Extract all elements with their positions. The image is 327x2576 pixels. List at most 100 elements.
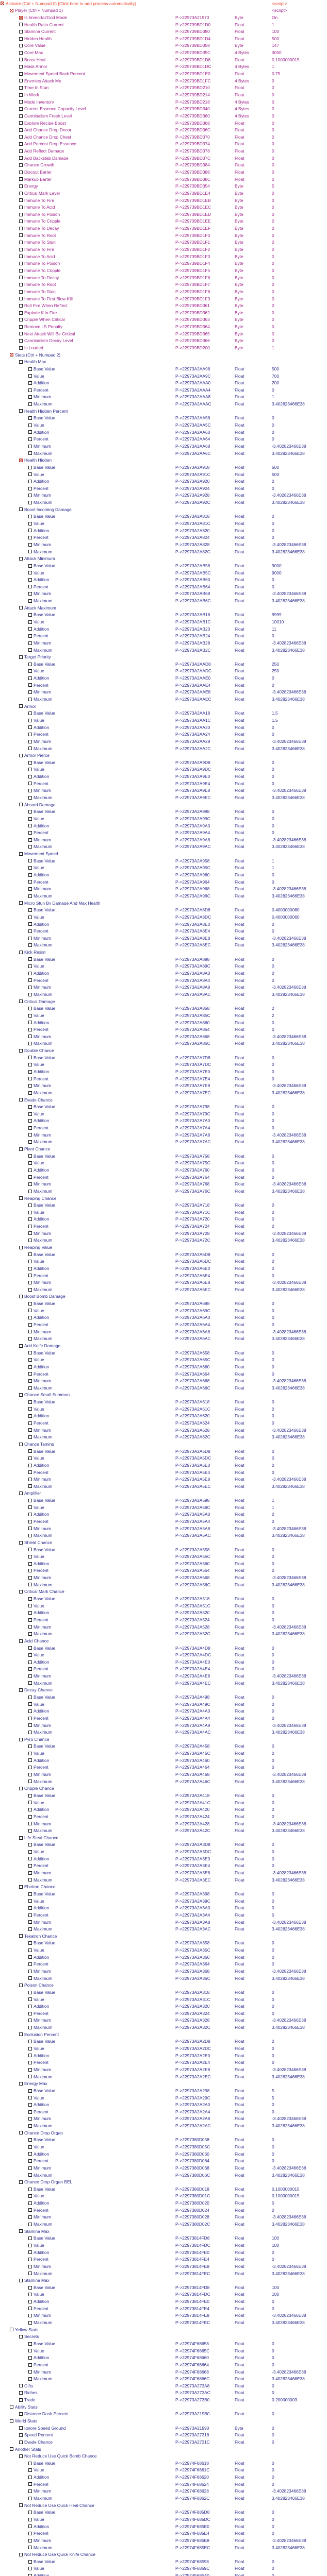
entry-value[interactable]: 0 xyxy=(272,1224,274,1229)
checkbox-unchecked[interactable] xyxy=(28,915,32,919)
cheat-entry-row[interactable]: Minimum P->22973A2A528 Float -3.402823466E3… xyxy=(0,1623,327,1631)
checkbox-unchecked[interactable] xyxy=(28,760,32,765)
checkbox-unchecked[interactable] xyxy=(19,2391,23,2395)
entry-value[interactable]: 0 xyxy=(272,1694,274,1700)
checkbox-unchecked[interactable] xyxy=(28,1133,32,1137)
entry-value[interactable]: 0 xyxy=(272,2249,274,2255)
cheat-entry-row[interactable]: Stats (Ctrl + Numpad 2) xyxy=(0,351,327,359)
entry-value[interactable]: 0 xyxy=(272,1905,274,1911)
checkbox-unchecked[interactable] xyxy=(28,1316,32,1320)
entry-value[interactable]: -3.402823466E38 xyxy=(272,738,306,744)
cheat-entry-row[interactable]: Maximum P->22973814FEC Float 3.402823466E38 xyxy=(0,2319,327,2326)
cheat-entry-row[interactable]: Base Value P->2297380D018 Float 0.100000001… xyxy=(0,2185,327,2193)
cheat-entry-row[interactable]: Base Value P->22973A2AA98 Float 500 xyxy=(0,365,327,372)
entry-value[interactable]: 0 xyxy=(272,879,274,885)
cheat-entry-row[interactable]: Addition P->22973A2A7A0 Float 0 xyxy=(0,1117,327,1125)
entry-value[interactable]: 0 xyxy=(272,759,274,765)
cheat-entry-row[interactable]: Maximum P->22973A2A82C Float 3.402823466E38 xyxy=(0,548,327,555)
checkbox-unchecked[interactable] xyxy=(28,1730,32,1734)
cheat-entry-row[interactable]: Value P->22973A2A7DC Float 0 xyxy=(0,1061,327,1069)
entry-value[interactable]: 0 xyxy=(272,1751,274,1756)
cheat-entry-row[interactable]: Poison Chance xyxy=(0,1982,327,1989)
cheat-entry-row[interactable]: Enemies Attack Me P->229739BD1FC 4 Bytes 0 xyxy=(0,77,327,84)
checkbox-unchecked[interactable] xyxy=(28,1569,32,1573)
cheat-entry-row[interactable]: Minimum P->22973A2A768 Float -3.402823466E3… xyxy=(0,1181,327,1188)
checkbox-unchecked[interactable] xyxy=(28,1203,32,1207)
cheat-entry-row[interactable]: Minimum P->22973A2AA28 Float -3.402823466E3… xyxy=(0,738,327,745)
entry-value[interactable]: 1 xyxy=(272,394,274,400)
checkbox-unchecked[interactable] xyxy=(28,2299,32,2303)
entry-value[interactable]: 3.402823466E38 xyxy=(272,697,305,702)
cheat-entry-row[interactable]: Kick Resist xyxy=(0,948,327,956)
checkbox-unchecked[interactable] xyxy=(19,44,23,48)
entry-value[interactable]: 0 xyxy=(272,1518,274,1524)
checkbox-unchecked[interactable] xyxy=(19,901,23,905)
checkbox-unchecked[interactable] xyxy=(19,2398,23,2402)
cheat-entry-row[interactable]: Addition P->22973A2A9E0 Float 0 xyxy=(0,773,327,780)
cheat-entry-row[interactable]: Stamina Current P->229739BD380 Float 100 xyxy=(0,28,327,36)
cheat-entry-row[interactable]: Percent P->22973A2AB64 Float 0 xyxy=(0,583,327,590)
entry-value[interactable]: 0 xyxy=(272,1708,274,1714)
entry-value[interactable]: 1 xyxy=(272,345,274,350)
entry-value[interactable]: 200 xyxy=(272,380,279,386)
checkbox-unchecked[interactable] xyxy=(28,2194,32,2198)
checkbox-unchecked[interactable] xyxy=(19,191,23,195)
entry-value[interactable]: 0 xyxy=(272,2439,274,2445)
entry-value[interactable]: -3.402823466E38 xyxy=(272,1772,306,1777)
cheat-entry-row[interactable]: Value P->22973A2A61C Float 0 xyxy=(0,1405,327,1413)
entry-value[interactable]: 0 xyxy=(272,1251,274,1257)
checkbox-unchecked[interactable] xyxy=(28,388,32,392)
entry-value[interactable]: -3.402823466E38 xyxy=(272,1624,306,1630)
cheat-entry-row[interactable]: Percent P->22973A2A364 Float 0 xyxy=(0,1961,327,1968)
cheat-entry-row[interactable]: Value P->22973A2A85C Float 2 xyxy=(0,1012,327,1019)
cheat-entry-row[interactable]: Minimum P->22973A2A368 Float -3.402823466E3… xyxy=(0,1968,327,1975)
cheat-entry-row[interactable]: Maximum P->22973A2A76C Float 3.402823466E38 xyxy=(0,1188,327,1195)
entry-value[interactable]: 0 xyxy=(272,106,274,112)
checkbox-unchecked[interactable] xyxy=(28,2257,32,2261)
cheat-entry-row[interactable]: Minimum P->22973A2A668 Float -3.402823466E3… xyxy=(0,1378,327,1385)
entry-value[interactable]: 3.402823466E38 xyxy=(272,1680,305,1686)
entry-value[interactable]: 3.402823466E38 xyxy=(272,1828,305,1834)
entry-value[interactable]: 0 xyxy=(272,675,274,681)
cheat-entry-row[interactable]: Critical Mark Chance xyxy=(0,1588,327,1596)
entry-value[interactable]: -3.402823466E38 xyxy=(272,2066,306,2072)
cheat-entry-row[interactable]: Base Value P->22973814FD8 Float 100 xyxy=(0,2284,327,2291)
cheat-entry-row[interactable]: Value P->22973814FDC Float 100 xyxy=(0,2291,327,2298)
checkbox-unchecked[interactable] xyxy=(28,2117,32,2121)
entry-value[interactable]: 3.402823466E38 xyxy=(272,598,305,604)
checkbox-unchecked[interactable] xyxy=(19,2081,23,2086)
checkbox-unchecked[interactable] xyxy=(28,479,32,483)
entry-value[interactable]: 9000 xyxy=(272,563,282,568)
checkbox-unchecked[interactable] xyxy=(28,1182,32,1186)
entry-value[interactable]: 3.402823466E38 xyxy=(272,1336,305,1342)
checkbox-unchecked[interactable] xyxy=(28,2103,32,2107)
entry-value[interactable]: 0 xyxy=(272,1645,274,1651)
checkbox-unchecked[interactable] xyxy=(28,2089,32,2093)
checkbox-unchecked[interactable] xyxy=(19,803,23,807)
cheat-entry-row[interactable]: Target Priority xyxy=(0,654,327,661)
checkbox-unchecked[interactable] xyxy=(28,1527,32,1531)
entry-value[interactable]: 0 xyxy=(272,2060,274,2065)
entry-value[interactable]: 0 xyxy=(272,2467,274,2473)
cheat-entry-row[interactable]: Ecclusion Percent xyxy=(0,2031,327,2038)
entry-value[interactable]: -3.402823466E38 xyxy=(272,1722,306,1728)
entry-value[interactable]: 0 xyxy=(272,514,274,519)
cheat-entry-row[interactable]: Immune To Acid P->229739BD1F3 Byte 0 xyxy=(0,253,327,260)
cheat-entry-row[interactable]: Percent P->22973A2A3E4 Float 0 xyxy=(0,1862,327,1870)
checkbox-unchecked[interactable] xyxy=(28,1997,32,2002)
checkbox-checked[interactable] xyxy=(19,458,23,462)
checkbox-unchecked[interactable] xyxy=(19,1048,23,1053)
cheat-entry-row[interactable]: Percent P->22973A2A424 Float 0 xyxy=(0,1813,327,1820)
cheat-entry-row[interactable]: Addition P->22973A2A420 Float 0 xyxy=(0,1806,327,1814)
entry-value[interactable]: 0 xyxy=(272,2390,274,2396)
checkbox-unchecked[interactable] xyxy=(28,1407,32,1411)
cheat-entry-row[interactable]: Base Value P->22973A2A558 Float 0 xyxy=(0,1546,327,1553)
checkbox-unchecked[interactable] xyxy=(28,1604,32,1608)
entry-value[interactable]: 0 xyxy=(272,1174,274,1180)
entry-value[interactable]: 0 xyxy=(272,971,274,976)
checkbox-unchecked[interactable] xyxy=(28,1421,32,1425)
cheat-entry-row[interactable]: Health Max xyxy=(0,359,327,366)
checkbox-unchecked[interactable] xyxy=(28,2511,32,2515)
